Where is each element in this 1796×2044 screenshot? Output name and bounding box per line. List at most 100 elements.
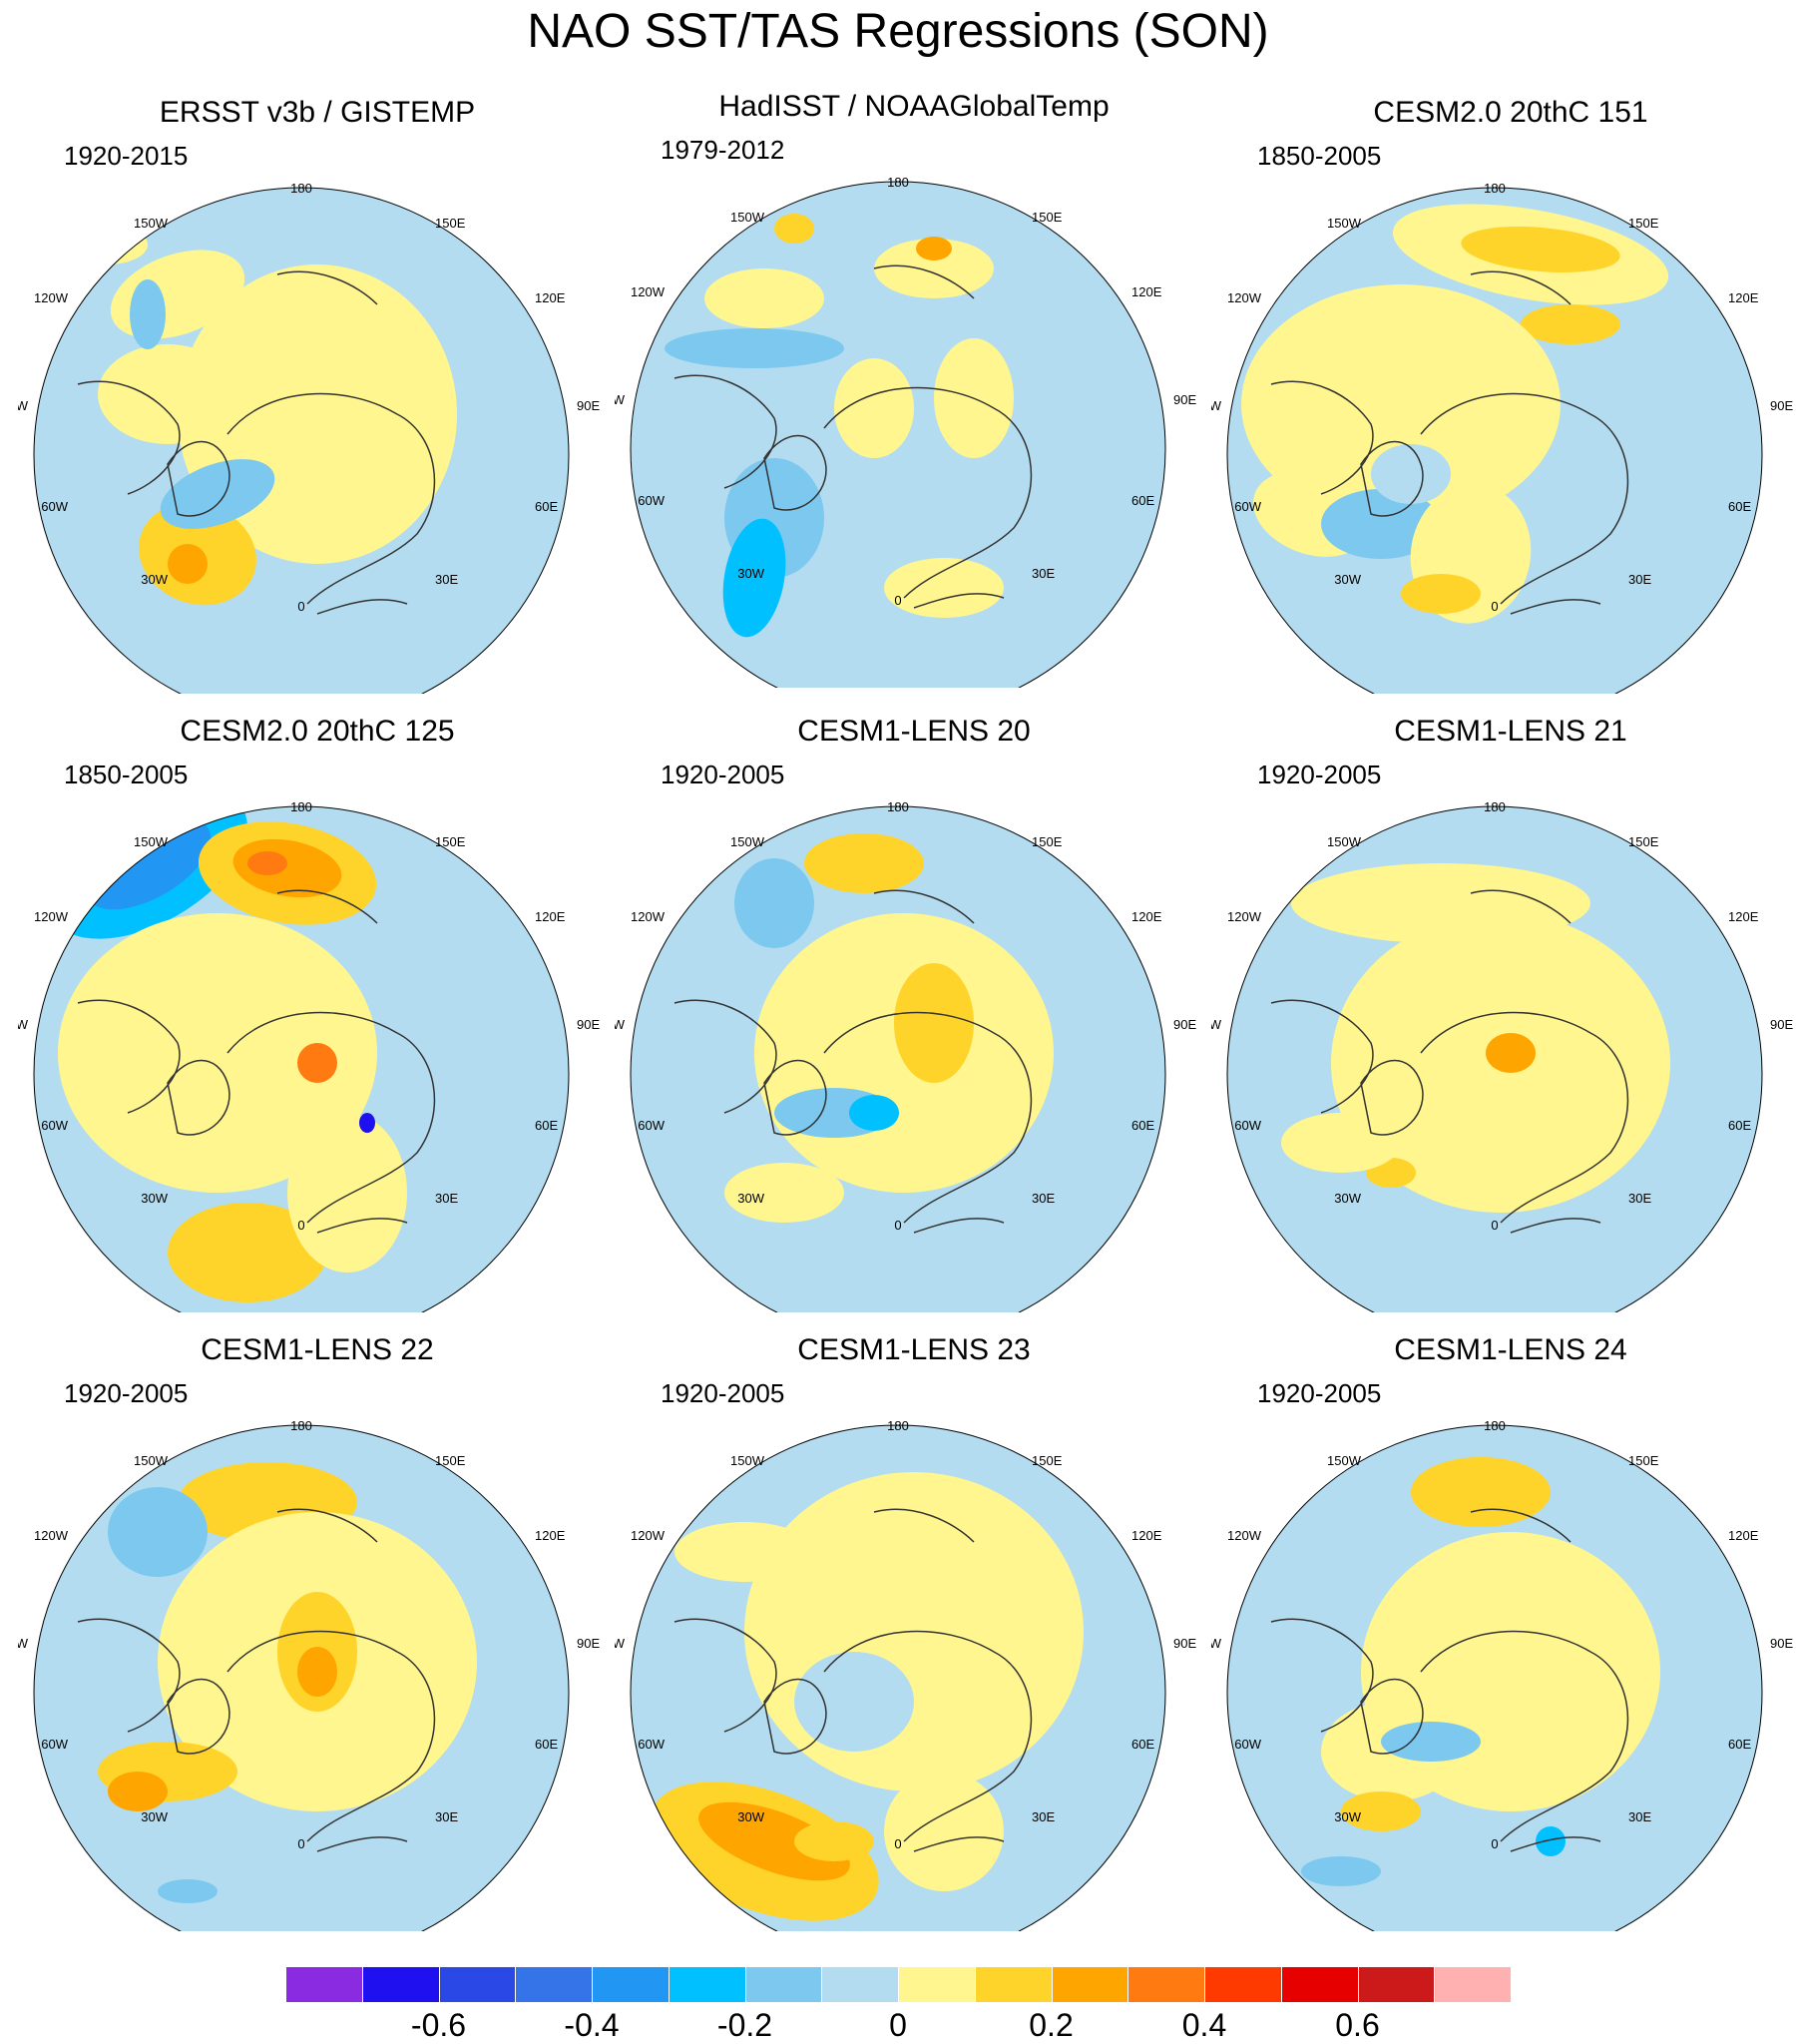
- anomaly-region: [1341, 1791, 1421, 1831]
- longitude-label: 90E: [1770, 1017, 1793, 1032]
- polar-stereographic-map: 180 150E 120E 90E 60E 30E 0 30W 60W 90W 120W 150W: [18, 799, 600, 1312]
- longitude-label: 120W: [1227, 1528, 1262, 1543]
- anomaly-region: [168, 1203, 327, 1302]
- panel-title: CESM2.0 20thC 125: [180, 715, 455, 748]
- period-label: 1979-2012: [661, 135, 785, 165]
- figure-title: NAO SST/TAS Regressions (SON): [527, 5, 1269, 58]
- longitude-label: 90W: [18, 1636, 29, 1651]
- colorbar-swatch: [361, 1967, 439, 2002]
- longitude-label: 150E: [435, 216, 466, 231]
- polar-stereographic-map: 180 150E 120E 90E 60E 30E 0 30W 60W 90W 120W 150W: [18, 1418, 600, 1931]
- longitude-label: 0: [1491, 1836, 1498, 1851]
- coastline: [913, 1836, 1005, 1852]
- coastline: [674, 999, 777, 1114]
- longitude-label: 30W: [737, 1191, 764, 1206]
- longitude-label: 120E: [1131, 909, 1162, 924]
- longitude-label: 60W: [638, 1118, 665, 1133]
- coastline: [1420, 1011, 1629, 1224]
- longitude-label: 30W: [1334, 1809, 1361, 1824]
- longitude-label: 60E: [1728, 1737, 1751, 1752]
- colorbar-tick-label: 0.2: [1029, 2007, 1074, 2043]
- anomaly-region: [108, 1487, 208, 1577]
- map-boundary: [630, 181, 1166, 688]
- coastline: [873, 264, 975, 299]
- anomaly-region: [704, 268, 824, 328]
- colorbar-swatch: [898, 1967, 975, 2002]
- colorbar-swatch: [744, 1967, 822, 2002]
- colorbar-swatch: [438, 1967, 516, 2002]
- longitude-label: 120E: [535, 1528, 566, 1543]
- anomaly-region: [794, 1821, 874, 1861]
- anomaly-region: [247, 851, 287, 875]
- longitude-label: 120W: [34, 1528, 69, 1543]
- longitude-label: 60E: [1131, 1737, 1154, 1752]
- longitude-label: 30E: [1628, 572, 1651, 587]
- colorbar-tick-label: -0.4: [564, 2007, 620, 2043]
- longitude-label: 120W: [1227, 290, 1262, 305]
- longitude-label: 120W: [34, 290, 69, 305]
- coastline: [873, 889, 975, 924]
- longitude-label: 30E: [1628, 1191, 1651, 1206]
- anomaly-region: [130, 279, 166, 349]
- map-panel: CESM2.0 20thC 125 180 150E 120E 90E 60E 30E 0 30…: [18, 714, 617, 1332]
- colorbar: [285, 1967, 1511, 2002]
- anomaly-region: [722, 518, 786, 638]
- longitude-label: 180: [887, 799, 909, 814]
- map-panel: CESM1-LENS 22 180 150E 120E 90E 60E 30E 0 30W 60W…: [18, 1332, 617, 1951]
- longitude-label: 150E: [1032, 834, 1063, 849]
- longitude-label: 30W: [1334, 1191, 1361, 1206]
- map-boundary: [33, 805, 570, 1312]
- longitude-label: 60W: [41, 1118, 68, 1133]
- longitude-label: 90E: [1173, 1017, 1196, 1032]
- anomaly-region: [1301, 1856, 1381, 1886]
- longitude-label: 30W: [737, 1809, 764, 1824]
- anomaly-region: [724, 1163, 844, 1223]
- longitude-label: 120E: [1131, 1528, 1162, 1543]
- longitude-label: 90E: [1770, 1636, 1793, 1651]
- colorbar-tick-label: 0.6: [1335, 2007, 1380, 2043]
- anomaly-region: [665, 328, 844, 368]
- coastline: [1420, 392, 1629, 605]
- longitude-label: 120E: [535, 909, 566, 924]
- coastline: [316, 599, 408, 615]
- map-panel: ERSST v3b / GISTEMP 180 150E 120E 90E 60E 30E 0…: [18, 95, 617, 714]
- coastline: [1470, 1508, 1572, 1543]
- longitude-label: 30W: [1334, 572, 1361, 587]
- coastline: [167, 440, 230, 517]
- anomaly-region: [849, 1095, 899, 1131]
- longitude-label: 60W: [41, 499, 68, 514]
- panel-title: CESM1-LENS 23: [797, 1333, 1031, 1366]
- longitude-label: 30E: [1032, 1809, 1055, 1824]
- period-label: 1920-2005: [1257, 760, 1382, 789]
- longitude-label: 180: [290, 181, 312, 196]
- coastline: [1360, 1678, 1424, 1755]
- longitude-label: 0: [297, 1836, 304, 1851]
- coastline: [1510, 599, 1601, 615]
- anomaly-region: [160, 459, 275, 529]
- map-boundary: [630, 805, 1166, 1312]
- longitude-label: 150E: [435, 1453, 466, 1468]
- longitude-label: 60W: [1234, 1118, 1261, 1133]
- longitude-label: 90E: [577, 1636, 600, 1651]
- coastline: [77, 380, 181, 495]
- longitude-label: 60W: [638, 493, 665, 508]
- coastline: [763, 434, 827, 511]
- longitude-label: 120W: [631, 284, 666, 299]
- coastline: [77, 999, 181, 1114]
- panel-title: CESM1-LENS 21: [1394, 715, 1627, 748]
- anomaly-region: [1281, 1113, 1401, 1173]
- colorbar-swatch: [515, 1967, 592, 2002]
- anomaly-region: [1536, 1826, 1566, 1856]
- longitude-label: 90E: [1770, 398, 1793, 413]
- map-boundary: [1226, 187, 1763, 694]
- anomaly-region: [118, 1113, 198, 1173]
- longitude-label: 90W: [1211, 398, 1222, 413]
- longitude-label: 30E: [435, 1809, 458, 1824]
- longitude-label: 180: [1484, 181, 1506, 196]
- longitude-label: 60E: [1728, 499, 1751, 514]
- period-label: 1850-2005: [1257, 141, 1382, 171]
- period-label: 1920-2005: [661, 760, 785, 789]
- anomaly-region: [168, 544, 208, 584]
- coastline: [763, 1059, 827, 1136]
- longitude-label: 120E: [1728, 290, 1759, 305]
